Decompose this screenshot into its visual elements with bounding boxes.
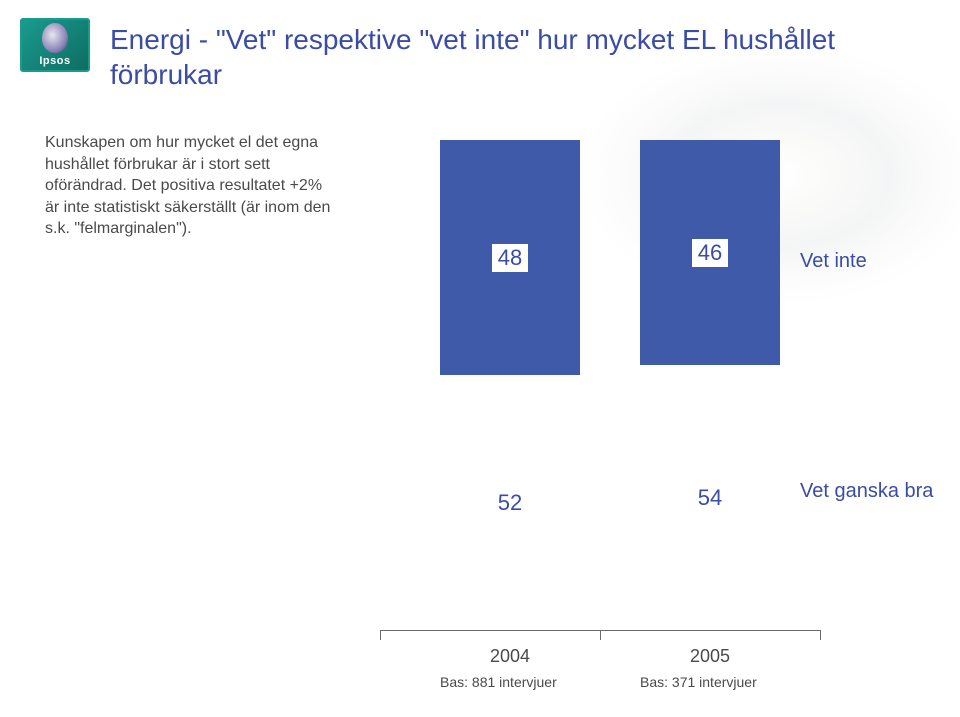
- axis-tick: [600, 630, 601, 640]
- logo-brand-text: Ipsos: [39, 55, 70, 67]
- bar-2004: 48 52: [440, 140, 580, 630]
- x-category-2005: 2005: [640, 646, 780, 667]
- bar-2005-vet-ganska-bra-value: 54: [692, 484, 728, 512]
- bar-2004-vet-ganska-bra: 52: [440, 375, 580, 630]
- bar-2004-vet-inte-value: 48: [492, 244, 528, 272]
- bar-2005: 46 54: [640, 140, 780, 630]
- x-axis: [380, 630, 820, 647]
- page-title: Energi - "Vet" respektive "vet inte" hur…: [110, 22, 920, 92]
- legend-vet-ganska-bra: Vet ganska bra: [800, 480, 933, 503]
- base-label-2005: Bas: 371 intervjuer: [640, 674, 757, 690]
- bar-2005-vet-inte-value: 46: [692, 239, 728, 267]
- x-category-2004: 2004: [440, 646, 580, 667]
- axis-tick: [820, 630, 821, 640]
- base-label-2004: Bas: 881 intervjuer: [440, 674, 557, 690]
- axis-tick: [380, 630, 381, 640]
- chart-bars: 48 52 46 54: [400, 140, 810, 630]
- bar-2005-vet-inte: 46: [640, 140, 780, 365]
- bar-2004-vet-ganska-bra-value: 52: [492, 489, 528, 517]
- bar-2004-vet-inte: 48: [440, 140, 580, 375]
- legend-vet-inte: Vet inte: [800, 250, 867, 273]
- description-text: Kunskapen om hur mycket el det egna hush…: [45, 132, 335, 240]
- bar-2005-vet-ganska-bra: 54: [640, 365, 780, 630]
- logo-head-icon: [42, 23, 68, 53]
- stacked-bar-chart: 48 52 46 54: [400, 140, 810, 630]
- ipsos-logo: Ipsos: [20, 18, 90, 72]
